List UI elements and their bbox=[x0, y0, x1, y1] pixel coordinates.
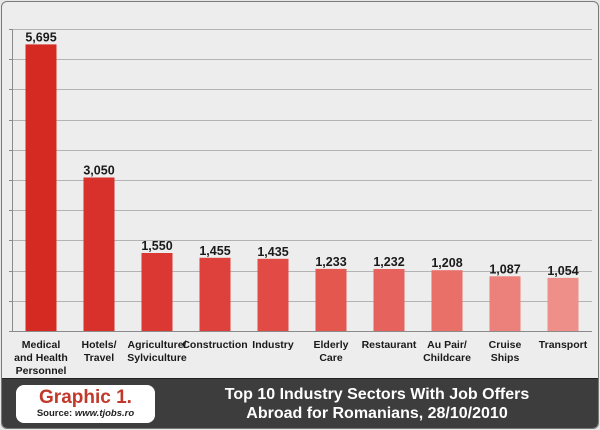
source-label: Source: bbox=[36, 408, 75, 419]
bar bbox=[431, 270, 463, 331]
bar-chart: 5,695 Medical and Health Personnel 3,050 Hote… bbox=[9, 29, 592, 377]
category-label-line: Childcare bbox=[423, 352, 471, 364]
graphic-number: Graphic 1. bbox=[39, 387, 132, 408]
category-label: Restaurant bbox=[362, 339, 417, 351]
category-label: Hotels/Travel bbox=[81, 339, 116, 364]
category-label: Transport bbox=[539, 339, 588, 351]
category-label: Construction bbox=[182, 339, 247, 351]
footer-bar: Graphic 1. Source: www.tjobs.ro Top 10 I… bbox=[2, 378, 598, 428]
data-label: 1,087 bbox=[489, 262, 520, 276]
data-label: 1,232 bbox=[373, 255, 404, 269]
category-label-line: Au Pair/ bbox=[427, 339, 467, 351]
category-label-line: Hotels/ bbox=[81, 339, 116, 351]
category-label-line: Elderly bbox=[313, 339, 348, 351]
category-label-line: Restaurant bbox=[362, 339, 417, 351]
data-label: 1,455 bbox=[199, 244, 230, 258]
bar bbox=[25, 44, 57, 332]
category-label-line: Cruise bbox=[489, 339, 522, 351]
data-label: 1,550 bbox=[141, 239, 172, 253]
category-label: Medical and Health Personnel bbox=[14, 339, 68, 377]
category-label-line: and Health bbox=[14, 352, 68, 364]
bar bbox=[373, 269, 405, 331]
bar bbox=[199, 257, 231, 331]
bar bbox=[489, 276, 521, 331]
chart-title-line-2: Abroad for Romanians, 28/10/2010 bbox=[246, 405, 508, 422]
bar bbox=[547, 277, 579, 331]
category-label-line: Transport bbox=[539, 339, 588, 351]
category-label-line: Industry bbox=[252, 339, 294, 351]
source-url: www.tjobs.ro bbox=[74, 408, 135, 419]
category-label: Cruise Ships bbox=[489, 339, 522, 364]
graphic-badge: Graphic 1. Source: www.tjobs.ro bbox=[16, 385, 155, 423]
bar bbox=[83, 177, 115, 331]
data-label: 1,208 bbox=[431, 256, 462, 270]
data-label: 5,695 bbox=[25, 30, 56, 44]
category-label-line: Care bbox=[319, 352, 343, 364]
category-label-line: Medical bbox=[22, 339, 61, 351]
category-label-line: Personnel bbox=[16, 365, 67, 377]
data-label: 1,233 bbox=[315, 255, 346, 269]
category-label-line: Travel bbox=[84, 352, 114, 364]
data-label: 1,435 bbox=[257, 245, 288, 259]
category-label-line: Ships bbox=[491, 352, 520, 364]
category-label: Industry bbox=[252, 339, 294, 351]
category-label: Elderly Care bbox=[313, 339, 348, 364]
category-label-line: Construction bbox=[182, 339, 247, 351]
category-label: Agriculture/Sylviculture bbox=[127, 339, 187, 364]
bar bbox=[257, 258, 289, 331]
bar bbox=[315, 268, 347, 331]
category-label: Au Pair/Childcare bbox=[423, 339, 471, 364]
bar bbox=[141, 253, 173, 331]
source-line: Source: www.tjobs.ro bbox=[16, 408, 155, 420]
category-label-line: Agriculture/ bbox=[128, 339, 187, 351]
chart-title: Top 10 Industry Sectors With Job Offers … bbox=[167, 385, 587, 423]
data-label: 3,050 bbox=[83, 164, 114, 178]
data-label: 1,054 bbox=[547, 264, 578, 278]
chart-title-line-1: Top 10 Industry Sectors With Job Offers bbox=[224, 386, 530, 403]
category-label-line: Sylviculture bbox=[127, 352, 187, 364]
